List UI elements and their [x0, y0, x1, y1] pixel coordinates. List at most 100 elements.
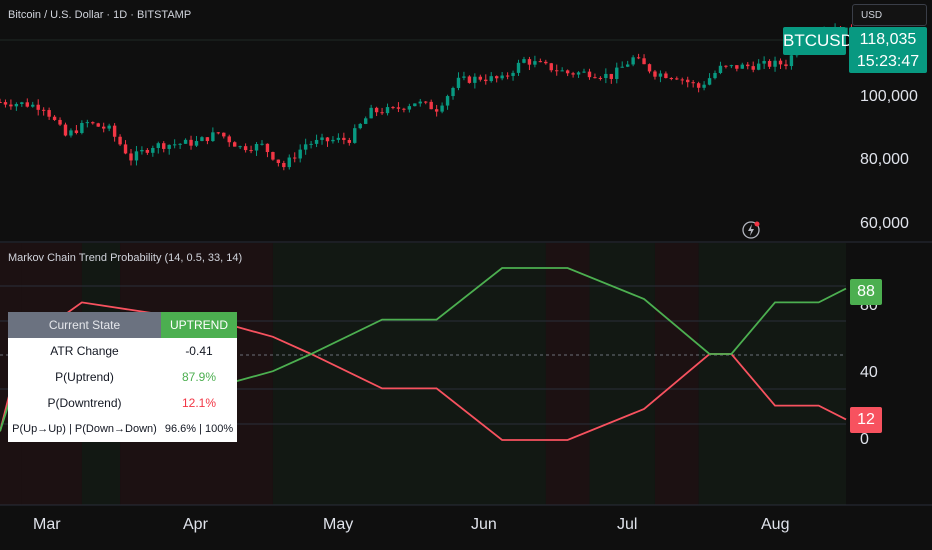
candle-body	[9, 104, 13, 107]
regime-band	[698, 243, 846, 505]
currency-selector[interactable]: USD	[852, 4, 927, 26]
regime-band	[654, 243, 699, 505]
candle-body	[462, 76, 466, 78]
row-label: P(Downtrend)	[8, 390, 161, 416]
candle-body	[200, 137, 204, 142]
row-label: P(Uptrend)	[8, 364, 161, 390]
regime-band	[272, 243, 546, 505]
candle-body	[402, 108, 406, 110]
candle-body	[789, 55, 794, 67]
candle-body	[527, 59, 532, 65]
x-axis-tick: Aug	[761, 516, 790, 533]
candle-body	[424, 101, 428, 103]
candle-body	[63, 124, 68, 136]
row-value: 87.9%	[161, 364, 237, 390]
candle-body	[724, 65, 728, 67]
candle-body	[582, 71, 586, 73]
candle-body	[69, 130, 73, 136]
candle-body	[3, 102, 8, 105]
candle-body	[456, 77, 461, 88]
candle-body	[664, 73, 668, 79]
candle-body	[756, 63, 761, 70]
candle-body	[91, 122, 95, 124]
candle-body	[773, 60, 777, 67]
header-label: Current State	[8, 312, 161, 338]
candle-body	[205, 137, 210, 142]
candle-body	[762, 60, 766, 64]
candle-body	[254, 143, 259, 151]
candle-body	[735, 65, 739, 69]
candle-body	[434, 109, 439, 112]
candle-body	[565, 70, 570, 74]
candle-body	[80, 123, 84, 133]
price-axis-tick: 60,000	[860, 215, 909, 232]
candle-body	[358, 123, 362, 129]
candle-body	[140, 149, 144, 152]
candle-body	[675, 78, 679, 80]
candle-body	[265, 143, 270, 153]
x-axis-tick: May	[323, 516, 354, 533]
candle-body	[746, 64, 750, 67]
candle-body	[538, 61, 543, 63]
candle-body	[642, 58, 646, 65]
candle-body	[342, 137, 346, 141]
candle-body	[544, 61, 548, 64]
candle-body	[112, 125, 117, 137]
candle-body	[549, 63, 553, 71]
candle-body	[249, 150, 253, 152]
candle-body	[516, 62, 521, 73]
candle-body	[680, 79, 684, 81]
candle-body	[282, 162, 286, 168]
candle-body	[162, 143, 166, 149]
candle-body	[156, 143, 160, 148]
candle-body	[413, 103, 417, 107]
candle-body	[325, 137, 330, 142]
candle-body	[58, 119, 62, 125]
candle-body	[478, 76, 483, 80]
candle-body	[385, 107, 390, 114]
indicator-axis-tick: 40	[860, 364, 878, 381]
candle-body	[232, 142, 237, 147]
table-row: P(Up→Up) | P(Down→Down) 96.6% | 100%	[8, 416, 237, 442]
candle-body	[380, 112, 384, 114]
symbol-label: BTCUSD	[783, 27, 853, 55]
candle-body	[369, 107, 373, 119]
candle-body	[555, 70, 559, 72]
candle-body	[604, 73, 608, 79]
state-table: Current State UPTREND ATR Change -0.41 P…	[8, 312, 237, 442]
candle-body	[47, 110, 51, 117]
candle-body	[276, 159, 281, 163]
candle-body	[52, 116, 57, 120]
candle-body	[751, 66, 755, 70]
candle-body	[778, 60, 783, 65]
indicator-title: Markov Chain Trend Probability (14, 0.5,…	[8, 252, 243, 264]
candle-body	[702, 84, 706, 88]
candle-body	[844, 27, 848, 36]
candle-body	[194, 141, 199, 146]
candle-body	[222, 132, 226, 137]
candle-body	[576, 72, 581, 75]
candle-body	[151, 147, 155, 153]
candle-body	[134, 151, 139, 161]
candle-body	[31, 104, 35, 107]
last-price-label: 118,035 15:23:47	[849, 27, 927, 73]
candle-body	[396, 107, 401, 109]
x-axis-tick: Jun	[471, 516, 497, 533]
candle-body	[707, 78, 712, 85]
candle-body	[451, 87, 455, 97]
candle-body	[0, 102, 2, 104]
row-value: -0.41	[161, 338, 237, 364]
regime-band	[589, 243, 655, 505]
candle-body	[189, 139, 193, 146]
uptrend-value-badge: 88	[850, 279, 882, 305]
table-row: P(Downtrend) 12.1%	[8, 390, 237, 416]
candle-body	[429, 101, 433, 110]
candle-body	[631, 57, 635, 65]
x-axis-tick: Apr	[183, 516, 208, 533]
alert-bolt-icon[interactable]	[740, 219, 762, 241]
row-value: 12.1%	[161, 390, 237, 416]
row-label: ATR Change	[8, 338, 161, 364]
candle-body	[271, 152, 275, 160]
current-state-value: UPTREND	[161, 312, 237, 338]
